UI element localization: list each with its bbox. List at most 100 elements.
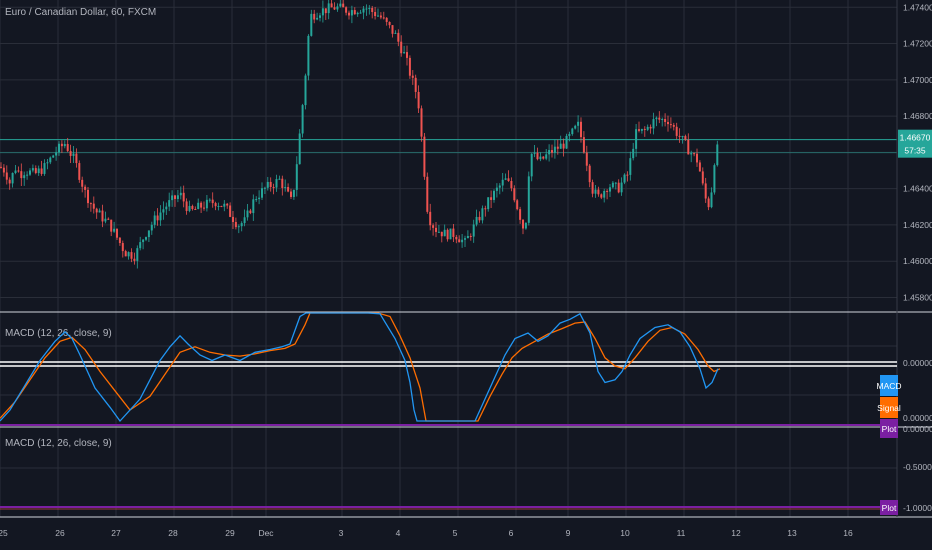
macd-panel[interactable]: MACD (12, 26, close, 9) 0.00000 0.00000 … bbox=[0, 312, 932, 438]
candle-body bbox=[426, 176, 429, 212]
candle-body bbox=[620, 182, 623, 193]
macd-panel-2[interactable]: MACD (12, 26, close, 9) -0.50000 Plot -1… bbox=[0, 438, 932, 515]
time-tick-label: 3 bbox=[339, 528, 344, 538]
signal-value-tag bbox=[880, 397, 898, 418]
candle-body bbox=[220, 205, 223, 207]
candle-body bbox=[31, 168, 34, 171]
candle-body bbox=[400, 41, 403, 54]
candle-body bbox=[292, 189, 295, 197]
candle-body bbox=[229, 205, 232, 217]
plot2-axis-value: -1.00000 bbox=[903, 503, 932, 513]
candle-body bbox=[606, 190, 609, 192]
candle-body bbox=[551, 150, 553, 153]
candle-body bbox=[464, 238, 466, 240]
candle-body bbox=[310, 13, 313, 36]
candle-body bbox=[626, 174, 629, 176]
candle-body bbox=[365, 8, 368, 10]
candle-body bbox=[266, 181, 269, 188]
plot2-value-tag bbox=[880, 500, 898, 515]
candle-body bbox=[655, 117, 658, 120]
candle-body bbox=[49, 157, 52, 163]
candle-body bbox=[214, 203, 217, 207]
candle-body bbox=[107, 218, 110, 220]
candle-body bbox=[342, 3, 345, 8]
candle-body bbox=[394, 32, 397, 34]
candle-body bbox=[118, 237, 121, 244]
candle-body bbox=[640, 128, 643, 131]
candle-body bbox=[179, 192, 182, 196]
candle-body bbox=[321, 8, 324, 16]
candlestick-series bbox=[0, 0, 719, 269]
candle-body bbox=[127, 252, 130, 257]
candle-body bbox=[356, 12, 359, 15]
candle-body bbox=[26, 174, 29, 176]
candle-body bbox=[594, 189, 597, 194]
candle-body bbox=[339, 3, 342, 7]
candle-body bbox=[243, 217, 246, 224]
candle-body bbox=[388, 21, 391, 26]
candle-body bbox=[658, 117, 661, 120]
candle-body bbox=[359, 12, 362, 14]
candle-body bbox=[281, 178, 284, 189]
candle-body bbox=[113, 228, 116, 232]
candle-body bbox=[84, 186, 87, 190]
macd-axis-label-lower: 0.00000 bbox=[903, 413, 932, 423]
candle-body bbox=[171, 195, 174, 201]
candle-body bbox=[263, 187, 266, 189]
macd-axis-label: 0.00000 bbox=[903, 358, 932, 368]
candle-body bbox=[69, 151, 72, 156]
price-tick-label: 1.46000 bbox=[903, 256, 932, 266]
candle-body bbox=[145, 237, 147, 240]
candle-body bbox=[20, 171, 23, 179]
candle-body bbox=[101, 210, 104, 222]
time-tick-label: 10 bbox=[620, 528, 630, 538]
candle-body bbox=[327, 3, 330, 14]
candle-body bbox=[701, 171, 704, 184]
candle-body bbox=[385, 17, 388, 22]
candle-body bbox=[423, 136, 426, 177]
candle-body bbox=[574, 125, 577, 129]
candle-body bbox=[527, 176, 530, 223]
candle-body bbox=[713, 165, 716, 193]
candle-body bbox=[510, 180, 513, 189]
candle-body bbox=[188, 205, 191, 211]
time-tick-label: 25 bbox=[0, 528, 8, 538]
candle-body bbox=[37, 168, 40, 174]
candle-body bbox=[591, 182, 594, 194]
time-tick-label: 13 bbox=[787, 528, 797, 538]
candle-body bbox=[272, 186, 275, 188]
candle-body bbox=[205, 199, 208, 209]
candle-body bbox=[597, 189, 600, 195]
candle-body bbox=[185, 201, 188, 211]
time-axis[interactable]: 25 26 27 28 29 Dec 3 4 5 6 9 10 11 12 13 16 bbox=[0, 528, 853, 538]
candle-body bbox=[519, 209, 522, 220]
candle-body bbox=[498, 185, 501, 188]
candle-body bbox=[176, 195, 179, 199]
candle-body bbox=[507, 178, 510, 181]
signal-line bbox=[0, 312, 721, 422]
candle-body bbox=[336, 6, 339, 10]
candle-body bbox=[304, 75, 307, 106]
candle-body bbox=[43, 163, 46, 174]
price-tick-label: 1.45800 bbox=[903, 292, 932, 302]
price-tick-label: 1.47200 bbox=[903, 39, 932, 49]
candle-body bbox=[374, 11, 377, 17]
candle-body bbox=[324, 8, 327, 14]
candle-body bbox=[23, 175, 26, 179]
candle-body bbox=[130, 252, 133, 259]
candle-body bbox=[139, 242, 142, 249]
candle-body bbox=[536, 152, 539, 160]
candle-body bbox=[63, 144, 66, 147]
candle-body bbox=[522, 219, 524, 229]
candle-body bbox=[287, 187, 290, 192]
time-tick-label: 26 bbox=[55, 528, 65, 538]
candle-body bbox=[582, 137, 585, 153]
candle-body bbox=[249, 210, 252, 214]
candle-body bbox=[116, 228, 118, 238]
candle-body bbox=[710, 192, 713, 208]
candle-body bbox=[661, 118, 664, 120]
price-panel[interactable]: Euro / Canadian Dollar, 60, FXCM bbox=[0, 0, 897, 269]
time-tick-label: 11 bbox=[677, 528, 686, 538]
